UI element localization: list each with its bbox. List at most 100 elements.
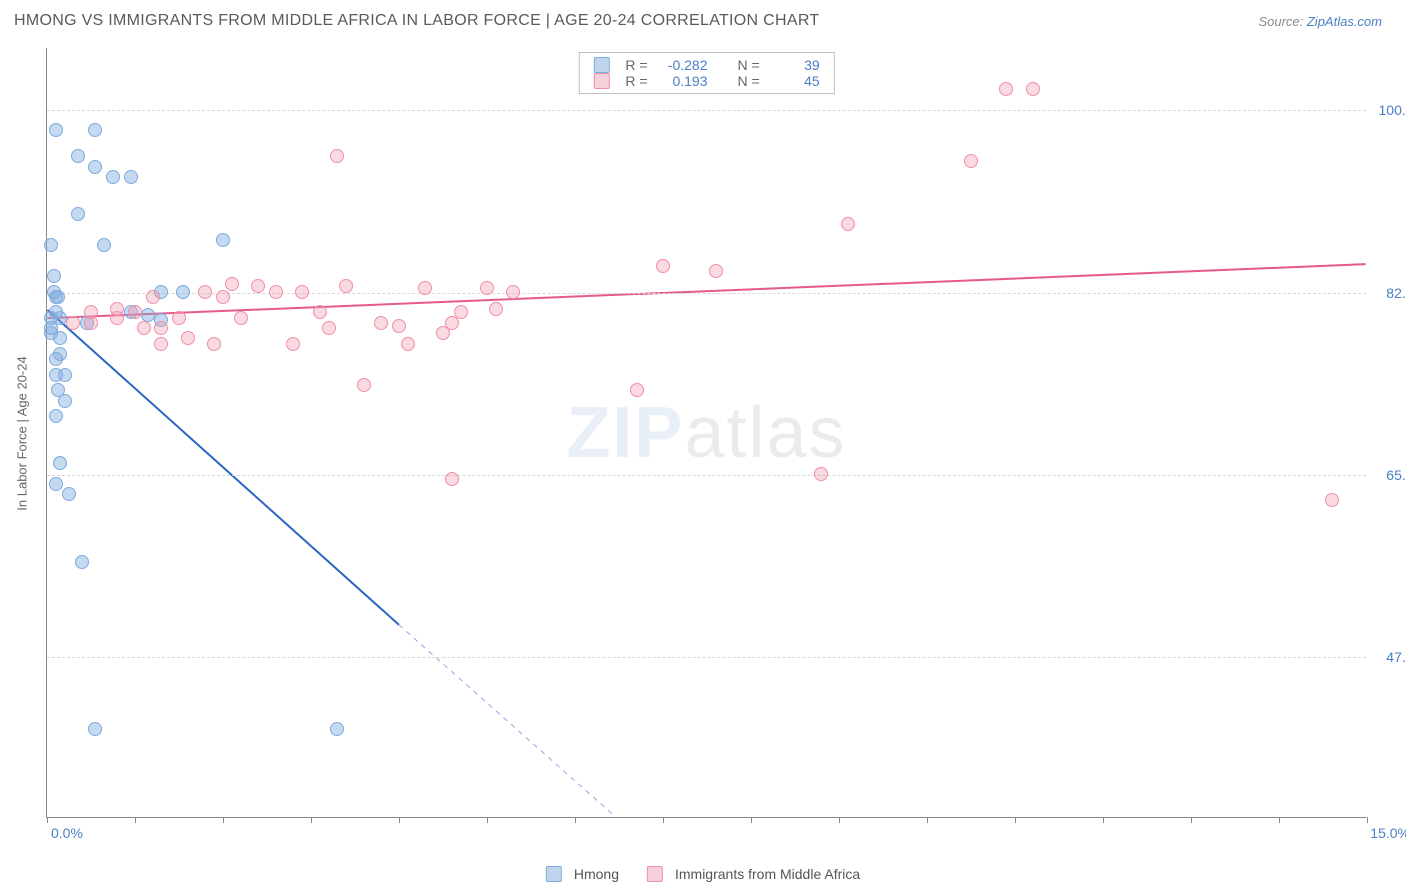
scatter-point-pink [357,378,371,392]
scatter-point-pink [454,305,468,319]
scatter-point-blue [88,123,102,137]
scatter-point-blue [216,233,230,247]
scatter-point-pink [709,264,723,278]
scatter-point-pink [216,290,230,304]
scatter-point-blue [62,487,76,501]
scatter-point-blue [49,352,63,366]
scatter-point-pink [172,311,186,325]
x-tick [1103,817,1104,823]
n-label: N = [738,57,760,73]
scatter-point-blue [53,331,67,345]
x-tick [663,817,664,823]
x-tick [927,817,928,823]
scatter-point-pink [506,285,520,299]
source-attribution: Source: ZipAtlas.com [1258,14,1382,29]
scatter-point-blue [47,269,61,283]
n-label: N = [738,73,760,89]
stats-row-blue: R =-0.282N =39 [593,57,819,73]
scatter-point-pink [489,302,503,316]
x-tick [1279,817,1280,823]
scatter-point-pink [251,279,265,293]
x-tick [575,817,576,823]
scatter-point-blue [176,285,190,299]
x-tick [399,817,400,823]
scatter-point-blue [53,311,67,325]
swatch-pink [647,866,663,882]
scatter-point-pink [999,82,1013,96]
scatter-point-pink [128,305,142,319]
x-axis-max-label: 15.0% [1370,825,1406,841]
scatter-point-pink [418,281,432,295]
x-tick [487,817,488,823]
scatter-point-pink [154,337,168,351]
scatter-point-pink [295,285,309,299]
scatter-point-pink [814,467,828,481]
scatter-point-blue [51,290,65,304]
swatch-blue [546,866,562,882]
r-value: 0.193 [658,73,708,89]
scatter-point-pink [630,383,644,397]
scatter-point-pink [480,281,494,295]
scatter-point-pink [181,331,195,345]
x-tick [223,817,224,823]
scatter-point-blue [330,722,344,736]
source-link[interactable]: ZipAtlas.com [1307,14,1382,29]
scatter-point-blue [44,238,58,252]
scatter-point-pink [339,279,353,293]
scatter-point-blue [97,238,111,252]
x-axis-min-label: 0.0% [51,825,83,841]
scatter-point-pink [66,316,80,330]
y-tick-label: 65.0% [1372,467,1406,483]
r-value: -0.282 [658,57,708,73]
scatter-point-blue [75,555,89,569]
scatter-point-pink [286,337,300,351]
gridline-h [47,110,1366,111]
watermark: ZIPatlas [566,392,846,474]
scatter-point-pink [137,321,151,335]
scatter-point-blue [53,456,67,470]
legend: Hmong Immigrants from Middle Africa [546,866,860,882]
trend-line-pink [47,264,1365,318]
r-label: R = [625,73,647,89]
legend-label: Immigrants from Middle Africa [675,866,860,882]
swatch-pink [593,73,609,89]
trend-line-dash-blue [399,625,663,817]
scatter-point-pink [445,472,459,486]
scatter-point-pink [964,154,978,168]
scatter-point-pink [198,285,212,299]
scatter-point-blue [49,477,63,491]
scatter-point-pink [392,319,406,333]
chart-title: HMONG VS IMMIGRANTS FROM MIDDLE AFRICA I… [14,12,819,30]
scatter-point-pink [84,305,98,319]
trend-line-blue [47,310,399,625]
scatter-point-pink [146,290,160,304]
trend-lines-layer [47,48,1366,817]
scatter-point-pink [1325,493,1339,507]
gridline-h [47,293,1366,294]
x-tick [311,817,312,823]
scatter-point-pink [374,316,388,330]
y-axis-label-container: In Labor Force | Age 20-24 [10,48,34,818]
y-tick-label: 100.0% [1372,102,1406,118]
legend-label: Hmong [574,866,619,882]
scatter-point-pink [313,305,327,319]
x-tick [839,817,840,823]
gridline-h [47,657,1366,658]
correlation-stats-box: R =-0.282N =39R =0.193N =45 [578,52,834,94]
scatter-point-pink [322,321,336,335]
legend-item-blue: Hmong [546,866,619,882]
scatter-point-pink [841,217,855,231]
n-value: 39 [770,57,820,73]
scatter-point-blue [49,123,63,137]
x-tick [1367,817,1368,823]
x-tick [1191,817,1192,823]
scatter-point-blue [71,207,85,221]
scatter-chart: ZIPatlas R =-0.282N =39R =0.193N =45 47.… [46,48,1366,818]
scatter-point-pink [207,337,221,351]
swatch-blue [593,57,609,73]
scatter-point-pink [154,321,168,335]
x-tick [135,817,136,823]
scatter-point-blue [88,160,102,174]
y-tick-label: 82.5% [1372,285,1406,301]
scatter-point-pink [330,149,344,163]
